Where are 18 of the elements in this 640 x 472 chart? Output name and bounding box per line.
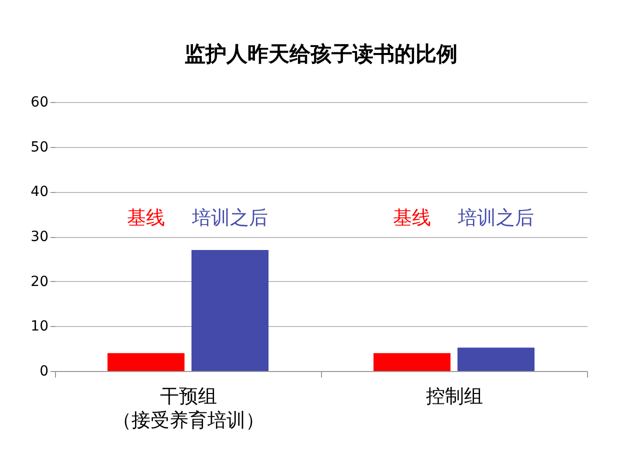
bar xyxy=(373,353,451,371)
text: 培训之后 xyxy=(458,207,534,229)
bar xyxy=(457,348,535,371)
y-tick-label: 50 xyxy=(30,139,48,156)
text: 基线 xyxy=(127,207,166,229)
text: 基线 xyxy=(393,207,432,229)
bar xyxy=(107,353,185,371)
chart-title: 监护人昨天给孩子读书的比例 xyxy=(184,42,458,66)
series-label: 培训之后 xyxy=(190,207,268,229)
y-tick-label: 60 xyxy=(30,94,48,110)
y-tick-label: 20 xyxy=(30,274,48,290)
y-tick-label: 30 xyxy=(30,229,48,245)
x-tick-label: 干预组（接受养育培训） xyxy=(112,386,264,432)
y-tick-label: 0 xyxy=(40,364,48,380)
bar xyxy=(191,250,269,371)
y-tick-label: 40 xyxy=(30,184,48,200)
x-tick-label: 控制组 xyxy=(426,386,483,408)
y-tick-label: 10 xyxy=(30,318,48,335)
